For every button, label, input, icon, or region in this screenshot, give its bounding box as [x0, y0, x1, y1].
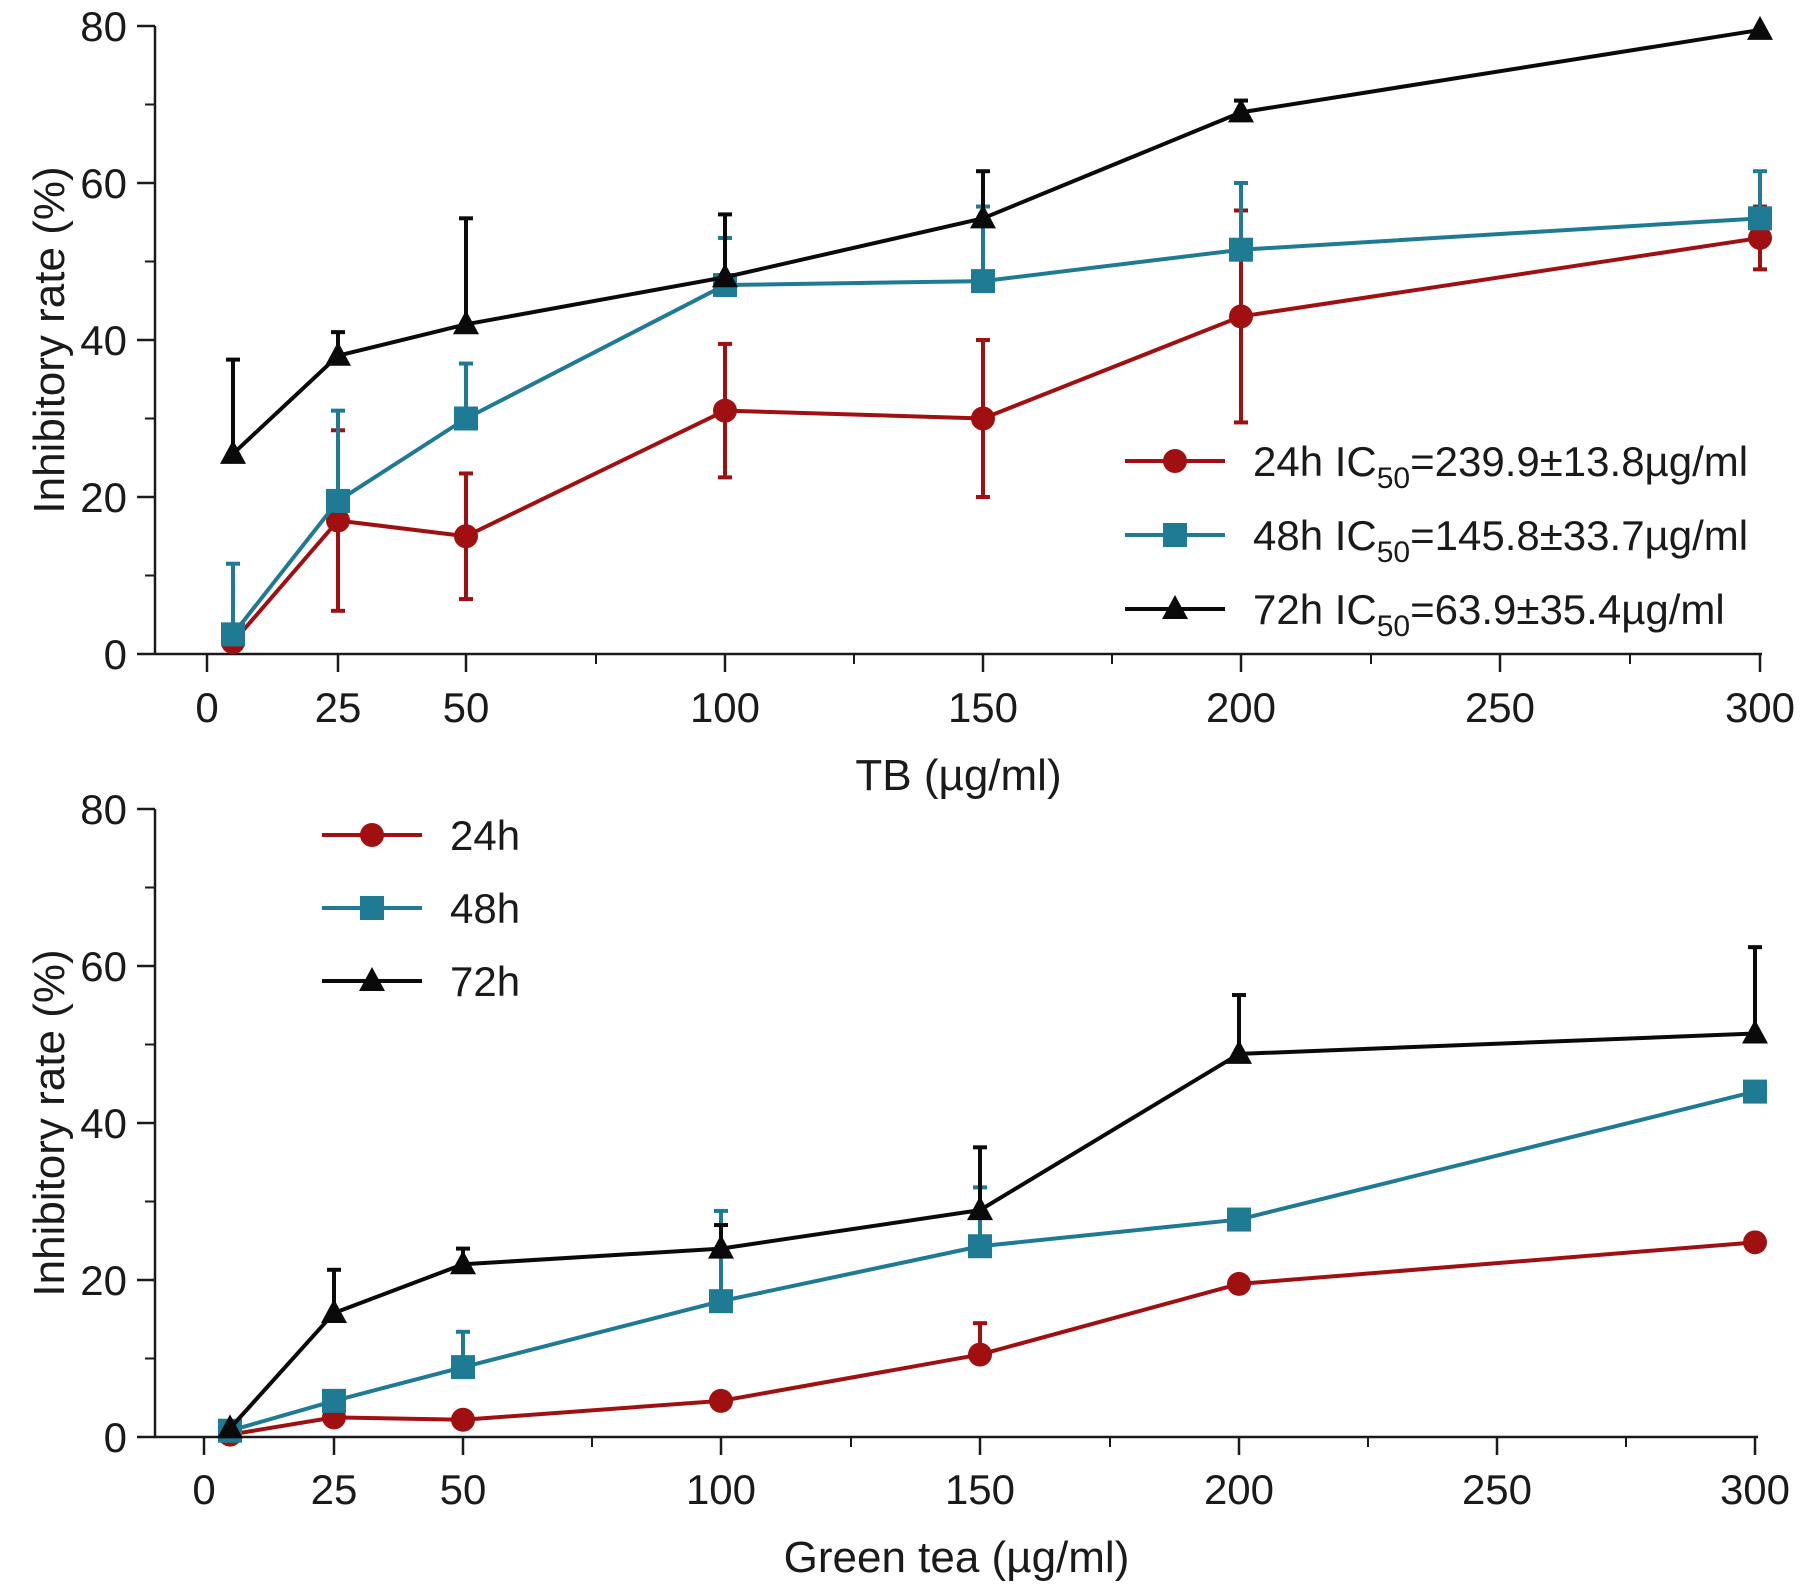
- legend-marker-24h: [360, 823, 384, 847]
- data-point-24h: [1229, 304, 1253, 329]
- data-point-72h: [712, 263, 738, 288]
- data-point-24h: [454, 524, 478, 549]
- legend-marker-48h: [360, 896, 384, 920]
- data-point-72h: [970, 204, 996, 229]
- data-point-48h: [1748, 206, 1772, 231]
- data-point-48h: [322, 1388, 346, 1413]
- y-tick-label: 80: [80, 786, 127, 833]
- y-axis-title: Inhibitory rate (%): [25, 949, 74, 1296]
- data-point-48h: [1229, 237, 1253, 262]
- y-tick-label: 0: [104, 631, 127, 678]
- data-point-72h: [325, 341, 351, 366]
- legend-label-24h: 24h IC50=239.9±13.8µg/ml: [1253, 438, 1748, 495]
- x-tick-label: 25: [311, 1466, 358, 1513]
- data-point-72h: [321, 1298, 347, 1323]
- series-48h: [221, 169, 1772, 647]
- x-tick-label: 300: [1725, 684, 1795, 731]
- x-tick-label: 150: [948, 684, 1018, 731]
- legend-label-72h: 72h IC50=63.9±35.4µg/ml: [1253, 586, 1725, 643]
- data-point-72h: [1226, 1039, 1252, 1064]
- y-tick-label: 60: [80, 943, 127, 990]
- y-tick-label: 80: [80, 3, 127, 50]
- legend-marker-72h: [359, 967, 385, 991]
- data-point-24h: [968, 1342, 992, 1367]
- data-point-72h: [217, 1414, 243, 1439]
- x-tick-label: 200: [1206, 684, 1276, 731]
- top-chart-panel: 0 20 40 60 80 0 25 50 100 150 200 250 300 TB (µg/ml) I…: [25, 3, 1795, 800]
- series-line-72h: [231, 27, 1761, 456]
- data-point-48h: [454, 406, 478, 431]
- data-point-24h: [971, 406, 995, 431]
- data-point-48h: [1227, 1207, 1251, 1232]
- data-point-24h: [326, 508, 350, 533]
- data-point-24h: [1227, 1271, 1251, 1296]
- x-tick-label: 100: [686, 1466, 756, 1513]
- y-tick-label: 40: [80, 1100, 127, 1147]
- legend-marker-48h: [1163, 523, 1187, 547]
- data-point-24h: [1743, 1230, 1767, 1255]
- legend-label-24h: 24h: [450, 812, 520, 859]
- data-point-72h: [708, 1234, 734, 1259]
- x-tick-label: 0: [195, 684, 218, 731]
- legend: 24h IC50=239.9±13.8µg/ml 48h IC50=145.8±3…: [1125, 438, 1748, 643]
- legend: 24h 48h 72h: [322, 812, 520, 1005]
- x-tick-label: 50: [440, 1466, 487, 1513]
- x-tick-label: 50: [443, 684, 490, 731]
- series-24h: [221, 204, 1772, 655]
- data-point-48h: [971, 269, 995, 294]
- x-tick-label: 150: [945, 1466, 1015, 1513]
- x-tick-label: 300: [1720, 1466, 1790, 1513]
- data-point-72h: [220, 439, 246, 464]
- x-tick-label: 25: [315, 684, 362, 731]
- x-tick-label: 250: [1465, 684, 1535, 731]
- legend-marker-24h: [1163, 449, 1187, 473]
- data-point-24h: [709, 1388, 733, 1413]
- x-axis-title: Green tea (µg/ml): [784, 1533, 1130, 1582]
- data-point-24h: [451, 1407, 475, 1432]
- bottom-chart-panel: 0 20 40 60 80 0 25 50 100 150 200 250 300 Green tea (…: [25, 786, 1790, 1582]
- y-tick-label: 20: [80, 1257, 127, 1304]
- y-tick-label: 60: [80, 160, 127, 207]
- x-tick-label: 250: [1462, 1466, 1532, 1513]
- y-tick-label: 40: [80, 317, 127, 364]
- legend-label-48h: 48h IC50=145.8±33.7µg/ml: [1253, 512, 1748, 569]
- data-point-72h: [1742, 1019, 1768, 1044]
- legend-label-48h: 48h: [450, 885, 520, 932]
- y-axis-title: Inhibitory rate (%): [25, 166, 74, 513]
- series-72h: [220, 15, 1773, 464]
- series-72h: [217, 945, 1768, 1439]
- y-tick-label: 0: [104, 1414, 127, 1461]
- data-point-48h: [968, 1234, 992, 1259]
- series-24h: [218, 1230, 1767, 1447]
- legend-label-72h: 72h: [450, 958, 520, 1005]
- data-point-72h: [1228, 98, 1254, 123]
- legend-marker-72h: [1162, 595, 1188, 619]
- data-point-48h: [221, 622, 245, 647]
- data-point-24h: [1748, 225, 1772, 250]
- data-point-48h: [451, 1355, 475, 1380]
- x-tick-label: 0: [192, 1466, 215, 1513]
- data-point-24h: [713, 398, 737, 423]
- data-point-72h: [1747, 15, 1773, 40]
- data-point-72h: [967, 1196, 993, 1221]
- data-point-72h: [453, 310, 479, 335]
- x-tick-label: 100: [690, 684, 760, 731]
- data-point-48h: [326, 488, 350, 513]
- x-tick-label: 200: [1204, 1466, 1274, 1513]
- y-tick-label: 20: [80, 474, 127, 521]
- data-point-48h: [1743, 1079, 1767, 1104]
- x-axis-title: TB (µg/ml): [855, 751, 1061, 800]
- data-point-72h: [450, 1250, 476, 1275]
- data-point-48h: [709, 1289, 733, 1314]
